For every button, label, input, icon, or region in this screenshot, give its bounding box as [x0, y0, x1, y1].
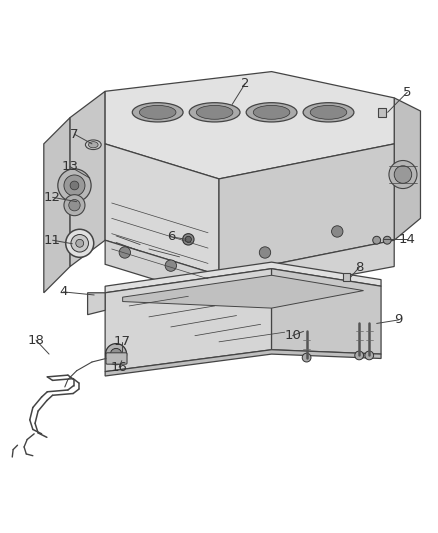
Circle shape — [185, 236, 191, 243]
Text: 6: 6 — [166, 230, 175, 243]
Circle shape — [394, 166, 412, 183]
Circle shape — [183, 233, 194, 245]
Polygon shape — [105, 144, 219, 275]
Circle shape — [355, 351, 364, 360]
Circle shape — [64, 175, 85, 196]
Circle shape — [259, 247, 271, 258]
Circle shape — [58, 169, 91, 202]
Circle shape — [332, 226, 343, 237]
Circle shape — [69, 199, 80, 211]
Circle shape — [389, 160, 417, 189]
Polygon shape — [123, 275, 364, 308]
FancyBboxPatch shape — [343, 273, 350, 280]
Ellipse shape — [253, 106, 290, 119]
Circle shape — [106, 344, 127, 365]
Circle shape — [64, 195, 85, 216]
Polygon shape — [272, 269, 381, 354]
Ellipse shape — [71, 235, 88, 252]
Text: 11: 11 — [44, 233, 61, 247]
Polygon shape — [70, 91, 105, 266]
Text: 16: 16 — [111, 361, 127, 374]
Polygon shape — [394, 98, 420, 240]
Ellipse shape — [66, 229, 94, 257]
Circle shape — [383, 236, 391, 244]
Ellipse shape — [189, 103, 240, 122]
Polygon shape — [44, 118, 70, 293]
Ellipse shape — [246, 103, 297, 122]
Circle shape — [119, 247, 131, 258]
Text: 10: 10 — [284, 329, 301, 342]
Polygon shape — [105, 71, 394, 179]
Circle shape — [165, 260, 177, 271]
FancyBboxPatch shape — [106, 353, 127, 364]
Polygon shape — [105, 262, 381, 293]
Text: 2: 2 — [241, 77, 250, 90]
Polygon shape — [105, 350, 381, 376]
Text: 13: 13 — [62, 160, 78, 173]
Text: 9: 9 — [394, 313, 403, 326]
Polygon shape — [105, 269, 272, 372]
Ellipse shape — [88, 142, 98, 148]
Text: 18: 18 — [28, 334, 44, 346]
Text: 4: 4 — [59, 285, 68, 298]
Text: 12: 12 — [44, 191, 61, 204]
Text: 7: 7 — [70, 128, 79, 141]
Ellipse shape — [310, 106, 347, 119]
Text: 17: 17 — [113, 335, 130, 349]
Circle shape — [365, 351, 374, 360]
Ellipse shape — [139, 106, 176, 119]
Polygon shape — [88, 293, 105, 314]
Ellipse shape — [196, 106, 233, 119]
Ellipse shape — [85, 140, 101, 150]
Ellipse shape — [303, 103, 354, 122]
Text: 5: 5 — [403, 86, 412, 99]
Circle shape — [110, 349, 122, 360]
Circle shape — [302, 353, 311, 362]
Text: 8: 8 — [355, 261, 364, 274]
Ellipse shape — [76, 239, 84, 247]
Ellipse shape — [132, 103, 183, 122]
Circle shape — [70, 181, 79, 190]
Text: 14: 14 — [399, 233, 416, 246]
FancyBboxPatch shape — [378, 108, 386, 117]
Polygon shape — [219, 144, 394, 275]
Polygon shape — [105, 240, 394, 300]
Circle shape — [373, 236, 381, 244]
